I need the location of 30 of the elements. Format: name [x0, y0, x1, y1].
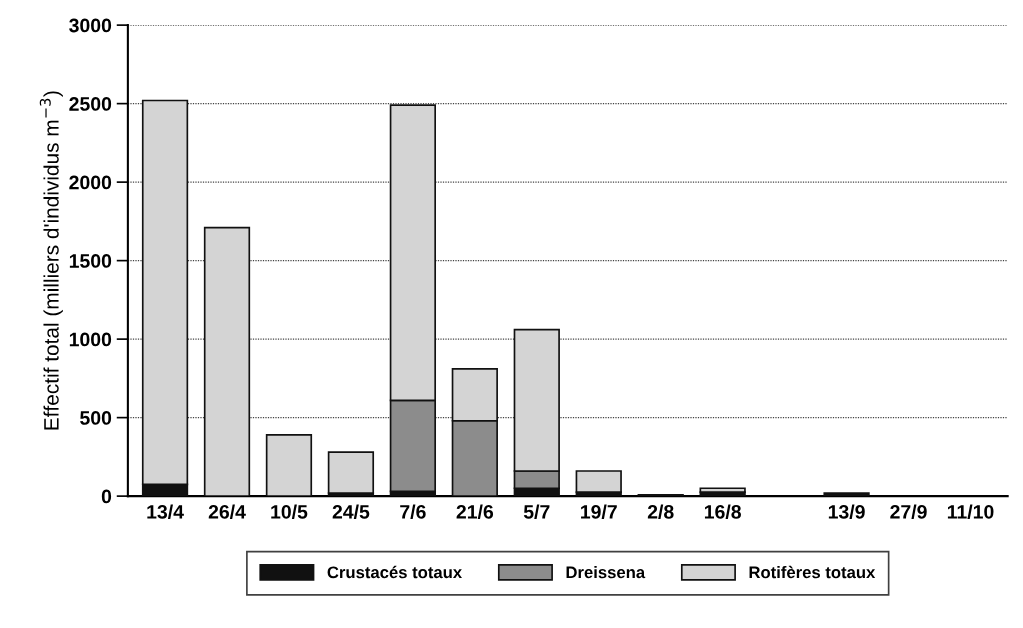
legend-label: Rotifères totaux: [749, 565, 876, 579]
x-tick-label: 2/8: [647, 504, 674, 519]
x-tick-label: 7/6: [400, 504, 426, 519]
bar: [327, 451, 375, 494]
x-tick-label: 13/9: [828, 504, 865, 519]
x-tick-label: 13/4: [147, 504, 184, 519]
y-tick-label: 500: [80, 411, 112, 425]
bar: [265, 434, 313, 497]
x-tick-label: 16/8: [704, 504, 741, 519]
x-tick-label: 24/5: [332, 504, 370, 519]
y-tick-label: 1000: [69, 332, 112, 347]
bar: [203, 226, 251, 497]
y-tick-label: 3000: [69, 18, 112, 33]
y-tick-label: 1500: [69, 254, 112, 268]
y-axis-title: Effectif total (milliers d'individus m$^{−3}$): [39, 91, 63, 430]
x-tick-label: 26/4: [208, 504, 246, 519]
legend-label: Crustacés totaux: [327, 565, 462, 579]
y-tick-label: 2500: [69, 97, 112, 111]
bar: [699, 487, 746, 494]
x-tick-label: 11/10: [947, 504, 994, 519]
x-tick-label: 27/9: [890, 504, 927, 519]
y-tick-label: 0: [101, 489, 112, 504]
x-tick-label: 19/7: [581, 504, 617, 519]
legend-label: Dreissena: [566, 565, 646, 579]
x-tick-label: 21/6: [456, 504, 494, 519]
x-tick-label: 5/7: [523, 504, 550, 519]
x-tick-label: 10/5: [271, 504, 308, 519]
y-tick-label: 2000: [69, 175, 112, 190]
bar: [575, 470, 622, 494]
bar: [823, 492, 870, 497]
